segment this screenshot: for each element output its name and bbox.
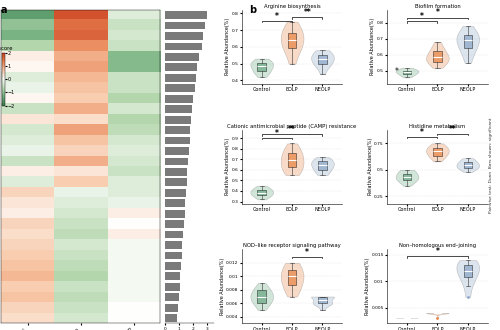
PathPatch shape <box>464 265 472 277</box>
PathPatch shape <box>258 190 266 195</box>
Bar <box>164 137 190 145</box>
Title: Histidine metabolism: Histidine metabolism <box>410 124 466 129</box>
PathPatch shape <box>403 174 411 181</box>
PathPatch shape <box>433 51 442 62</box>
Bar <box>164 53 199 61</box>
Y-axis label: Relative Abundance(%): Relative Abundance(%) <box>220 258 225 315</box>
Bar <box>164 116 191 123</box>
Bar <box>164 231 183 239</box>
Text: *: * <box>420 12 424 21</box>
Y-axis label: Relative Abundance(%): Relative Abundance(%) <box>225 18 230 76</box>
Bar <box>164 304 178 312</box>
PathPatch shape <box>318 55 326 64</box>
Bar <box>164 84 194 92</box>
PathPatch shape <box>318 297 326 303</box>
Title: Cationic antimicrobial peptide (CAMP) resistance: Cationic antimicrobial peptide (CAMP) re… <box>228 124 356 129</box>
Text: Pairwise test: Dunn  Bars shown: significant: Pairwise test: Dunn Bars shown: signific… <box>489 117 493 213</box>
Title: Biofilm formation: Biofilm formation <box>414 4 461 9</box>
Text: a: a <box>1 5 8 15</box>
PathPatch shape <box>433 148 442 155</box>
Text: *: * <box>436 9 440 17</box>
Title: Z-score: Z-score <box>0 46 13 51</box>
PathPatch shape <box>288 153 296 167</box>
Bar <box>164 63 198 71</box>
Text: *: * <box>275 12 279 20</box>
Bar <box>164 95 193 103</box>
Y-axis label: Relative Abundance(%): Relative Abundance(%) <box>368 138 372 195</box>
Text: *: * <box>306 248 309 257</box>
Text: **: ** <box>288 125 296 134</box>
PathPatch shape <box>464 35 472 48</box>
Y-axis label: Relative Abundance(%): Relative Abundance(%) <box>365 258 370 315</box>
Text: *: * <box>420 128 424 137</box>
PathPatch shape <box>288 33 296 48</box>
Bar <box>164 43 202 50</box>
PathPatch shape <box>258 63 266 71</box>
Y-axis label: Relative Abundance(%): Relative Abundance(%) <box>225 138 230 195</box>
Bar <box>164 273 180 280</box>
Bar <box>164 262 181 270</box>
Bar <box>164 199 186 207</box>
Bar <box>164 168 188 176</box>
Bar <box>164 22 204 29</box>
PathPatch shape <box>288 270 296 285</box>
PathPatch shape <box>464 162 472 168</box>
Bar <box>164 189 186 197</box>
Text: *: * <box>394 67 398 76</box>
Bar <box>164 126 190 134</box>
Bar <box>164 220 184 228</box>
Title: Non–homologous end–joining: Non–homologous end–joining <box>399 244 476 248</box>
Text: **: ** <box>304 8 311 17</box>
Y-axis label: Relative Abundance(%): Relative Abundance(%) <box>370 18 376 76</box>
Text: **: ** <box>448 125 456 134</box>
PathPatch shape <box>403 71 411 74</box>
Text: *: * <box>275 129 279 138</box>
Bar <box>164 314 177 322</box>
Bar <box>164 179 186 186</box>
Bar <box>164 251 182 259</box>
Bar <box>164 157 188 165</box>
Title: NOD–like receptor signaling pathway: NOD–like receptor signaling pathway <box>243 244 341 248</box>
Bar <box>164 105 192 113</box>
Title: Arginine biosynthesis: Arginine biosynthesis <box>264 4 320 9</box>
Bar <box>164 210 184 217</box>
PathPatch shape <box>318 161 326 170</box>
Bar <box>164 283 180 291</box>
Bar <box>164 74 196 82</box>
Text: b: b <box>249 5 256 15</box>
PathPatch shape <box>258 290 266 303</box>
Bar <box>164 241 182 249</box>
Text: *: * <box>436 247 440 256</box>
Bar <box>164 11 208 19</box>
Bar <box>164 32 203 40</box>
Bar <box>164 293 179 301</box>
Bar <box>164 147 189 155</box>
